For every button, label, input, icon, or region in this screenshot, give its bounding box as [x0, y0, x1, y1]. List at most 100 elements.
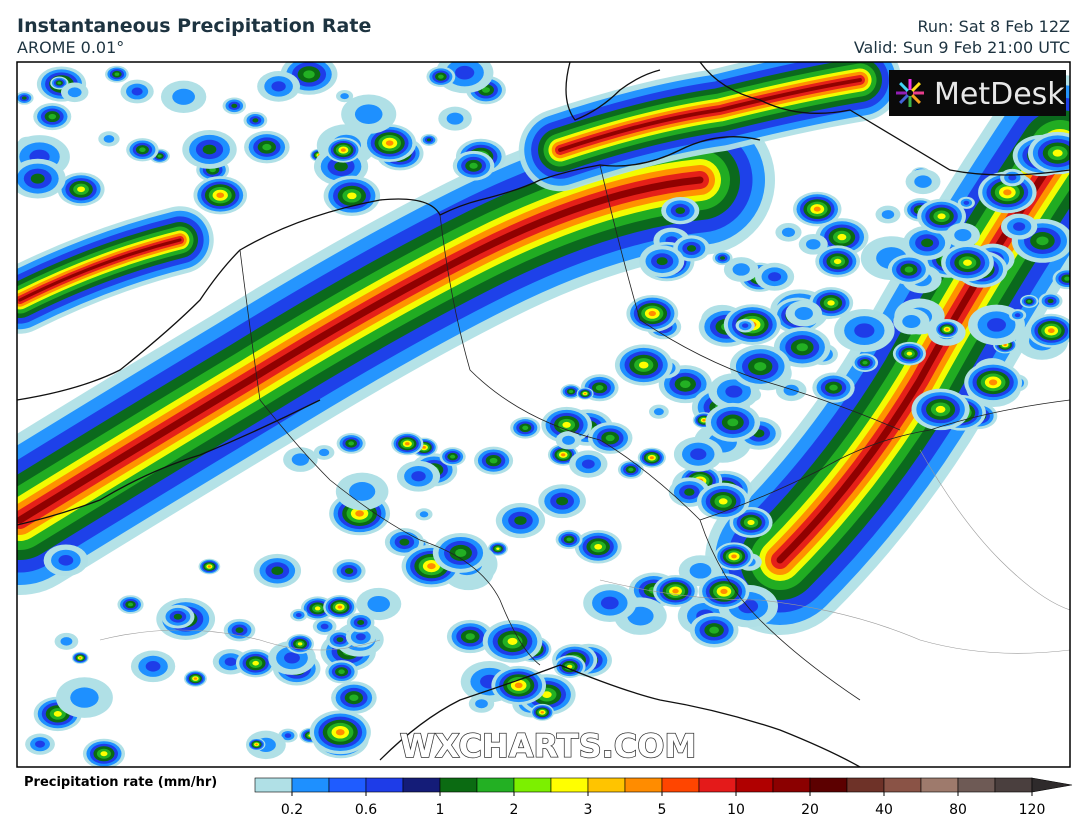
- title: Instantaneous Precipitation Rate: [17, 15, 371, 37]
- rain-cell: [833, 258, 842, 265]
- logo-icon: [896, 79, 924, 107]
- rain-cell: [638, 361, 649, 369]
- rain-cell: [709, 626, 719, 634]
- rain-cell: [252, 660, 259, 666]
- rain-cell: [1064, 276, 1070, 281]
- rain-cell: [605, 434, 615, 442]
- rain-cell: [1008, 174, 1017, 181]
- rain-cell: [1047, 298, 1054, 304]
- colorbar-swatch: [476, 777, 515, 793]
- rain-cell: [566, 664, 573, 669]
- colorbar-swatch: [550, 777, 589, 793]
- rain-cell: [284, 652, 300, 664]
- rain-cell: [419, 511, 429, 518]
- rain-cell: [794, 306, 813, 321]
- rain-cell: [145, 661, 161, 672]
- colorbar-tick-label: 5: [658, 802, 667, 818]
- rain-cell: [216, 192, 225, 198]
- rain-cell: [70, 687, 99, 708]
- rain-cell: [656, 257, 668, 266]
- rain-band: [18, 238, 182, 302]
- rain-cell: [906, 351, 913, 356]
- rain-cell: [318, 448, 330, 457]
- rain-cell: [252, 118, 259, 123]
- rain-cell: [768, 272, 782, 282]
- rain-cell: [284, 733, 292, 738]
- rain-cell: [796, 343, 808, 352]
- colorbar-label: Precipitation rate (mm/hr): [24, 775, 217, 790]
- run: Run: Sat 8 Feb 12Z: [918, 17, 1071, 36]
- colorbar-swatch: [735, 777, 774, 793]
- rain-cell: [781, 227, 796, 237]
- rain-cell: [837, 233, 847, 241]
- rain-cell: [902, 315, 921, 329]
- rain-cell: [689, 562, 712, 579]
- rain-cell: [904, 266, 914, 273]
- rain-cell: [720, 256, 726, 260]
- colorbar-swatch: [587, 777, 626, 793]
- rain-cell: [255, 743, 258, 746]
- rain-cell: [193, 677, 198, 680]
- rain-cell: [562, 435, 575, 445]
- rain-cell: [427, 563, 436, 570]
- rain-cell: [653, 408, 664, 416]
- rain-cell: [114, 72, 120, 76]
- rain-cell: [628, 467, 634, 472]
- colorbar-swatch: [365, 777, 404, 793]
- rain-cell: [320, 623, 329, 630]
- rain-cell: [594, 543, 603, 550]
- rain-cell: [963, 200, 970, 205]
- logo-ray: [899, 82, 909, 92]
- rain-cell: [783, 384, 799, 396]
- rain-cell: [354, 104, 383, 125]
- rain-cell: [732, 263, 750, 276]
- rain-cell: [67, 87, 82, 98]
- rain-cell: [422, 446, 426, 449]
- borders: [239, 164, 1070, 701]
- map-frame: [16, 61, 1071, 768]
- rain-cell: [741, 323, 749, 328]
- colorbar-swatch: [698, 777, 737, 793]
- colorbar-tick-label: 3: [584, 802, 593, 818]
- rain-cell: [173, 613, 183, 620]
- rain-cell: [446, 112, 464, 125]
- rain-cell: [465, 633, 475, 640]
- rain-cell: [690, 448, 707, 461]
- colorbar-swatch: [957, 777, 996, 793]
- rain-cell: [100, 751, 108, 757]
- watermark: WXCHARTS.COM: [400, 727, 697, 765]
- rain-cell: [489, 457, 498, 464]
- rain-cell: [57, 81, 62, 85]
- rain-cell: [562, 421, 571, 428]
- rain-cell: [921, 238, 934, 248]
- rain-cell: [514, 682, 523, 689]
- rain-cell: [340, 148, 346, 152]
- rain-cell: [30, 173, 45, 184]
- rain-cell: [455, 65, 475, 80]
- rain-cell: [627, 606, 654, 626]
- rain-cell: [568, 390, 574, 394]
- rain-cell: [1014, 313, 1021, 318]
- rain-cell: [954, 229, 972, 242]
- rain-cell: [139, 147, 146, 153]
- rain-cell: [854, 323, 875, 338]
- rain-cell: [731, 554, 737, 559]
- map: MetDesk WXCHARTS.COM: [17, 62, 1070, 767]
- colorbar-swatch: [624, 777, 663, 793]
- rain-cell: [297, 642, 303, 646]
- rain-cell: [566, 537, 572, 542]
- rain-cell: [340, 93, 349, 100]
- rain-cell: [672, 588, 679, 594]
- rain-cell: [337, 605, 343, 609]
- colorbar-swatch: [920, 777, 959, 793]
- rain-cell: [945, 328, 949, 331]
- rain-cell: [675, 207, 686, 215]
- rain-cell: [399, 538, 410, 546]
- rain-cell: [649, 456, 654, 460]
- rain-cell: [1052, 149, 1063, 157]
- rain-cell: [127, 602, 134, 607]
- admin-lines: [99, 449, 1070, 654]
- rain-cell: [754, 362, 767, 371]
- colorbar-swatch: [402, 777, 441, 793]
- rain-cell: [348, 482, 376, 501]
